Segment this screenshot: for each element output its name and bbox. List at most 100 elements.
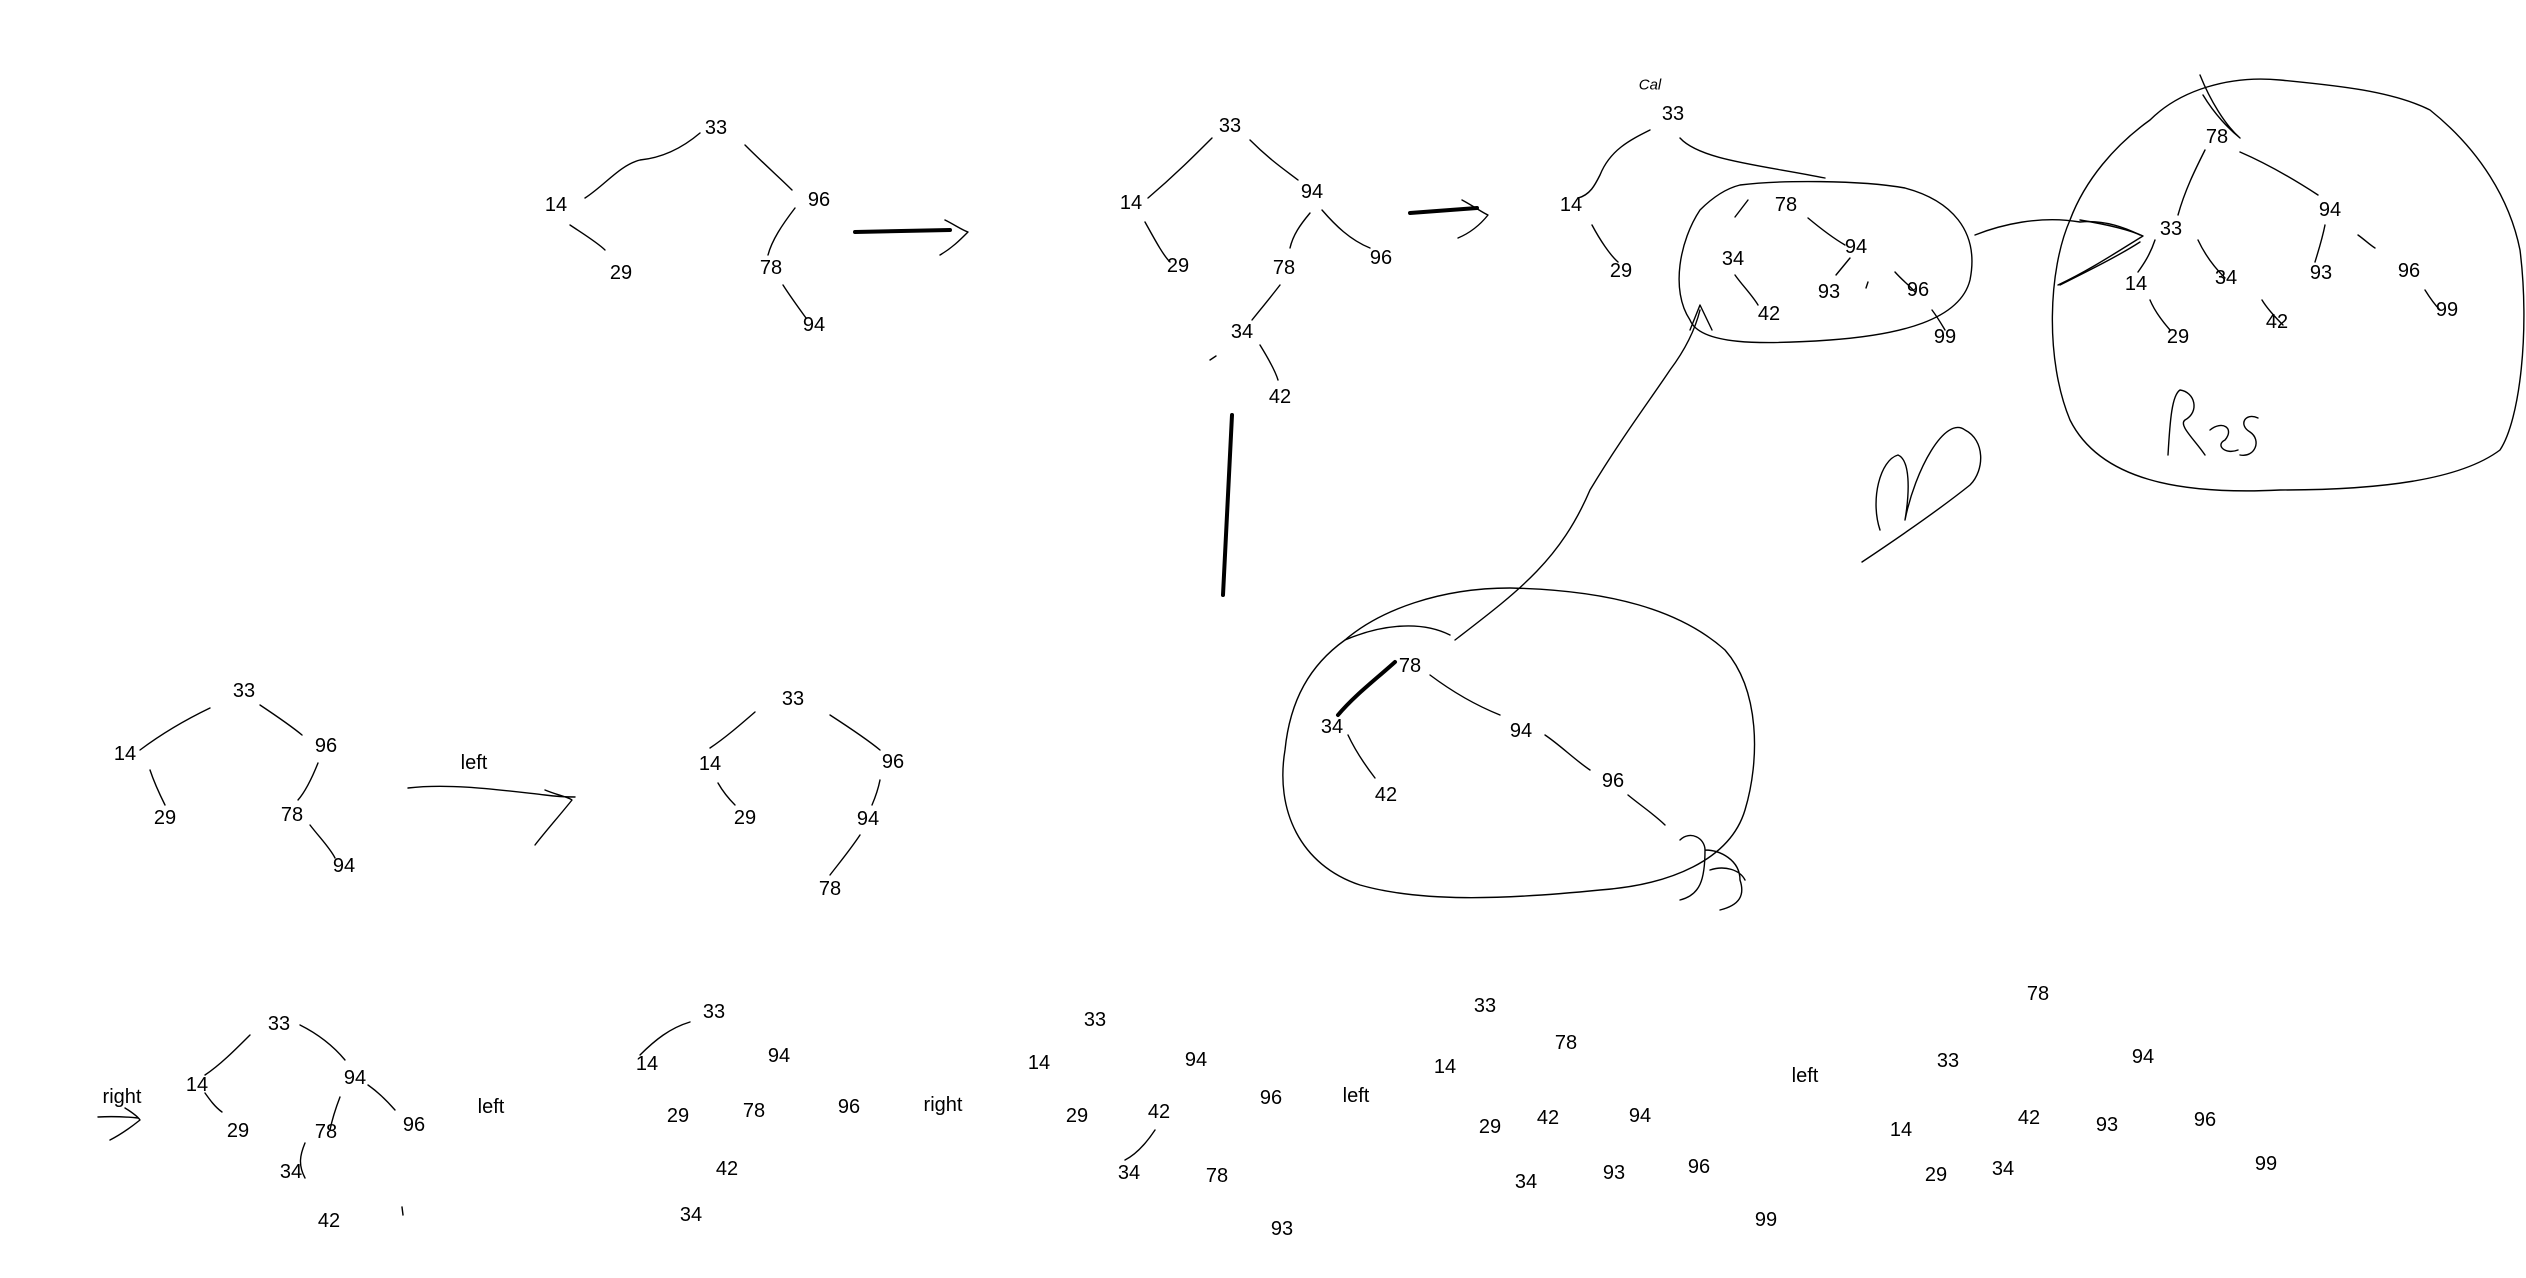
t2-node-14: 14 <box>1119 192 1143 214</box>
label-left-1: left <box>460 752 488 774</box>
result-node-42: 42 <box>2265 311 2289 333</box>
arrow-bottom-right-head <box>109 1107 141 1141</box>
connector-curve <box>1454 309 1701 641</box>
result-node-78: 78 <box>2205 126 2229 148</box>
circle-result <box>2051 78 2525 492</box>
result-node-14: 14 <box>2124 273 2148 295</box>
tree-edges-top-2 <box>1144 137 1371 381</box>
arrow-top-1 <box>853 228 952 234</box>
b4-node-33: 33 <box>1473 995 1497 1017</box>
result-node-33: 33 <box>2159 218 2183 240</box>
m1-node-14: 14 <box>113 743 137 765</box>
tree-edges-result <box>2137 149 2441 331</box>
t1-node-78: 78 <box>759 257 783 279</box>
circle-result-tail <box>2059 241 2141 286</box>
b4-node-78: 78 <box>1554 1032 1578 1054</box>
tree-edges-top-1 <box>569 132 807 319</box>
b1-node-34: 34 <box>279 1161 303 1183</box>
scribble-cal: Cal <box>1638 76 1662 94</box>
m1-node-96: 96 <box>314 735 338 757</box>
b5-node-14: 14 <box>1889 1119 1913 1141</box>
tree-edges-mid-2 <box>709 711 881 876</box>
b4-node-42: 42 <box>1536 1107 1560 1129</box>
tree-edges-mid <box>1336 660 1666 826</box>
m2-node-94: 94 <box>856 808 880 830</box>
b1-node-96: 96 <box>402 1114 426 1136</box>
m2-node-29: 29 <box>733 807 757 829</box>
result-node-96: 96 <box>2397 260 2421 282</box>
b5-node-93: 93 <box>2095 1114 2119 1136</box>
b4-node-94: 94 <box>1628 1105 1652 1127</box>
arrow-to-result-head <box>2057 219 2144 286</box>
m2-node-78: 78 <box>818 878 842 900</box>
mid-node-42: 42 <box>1374 784 1398 806</box>
b3-node-96: 96 <box>1259 1087 1283 1109</box>
res-scribble <box>2167 389 2259 456</box>
b3-node-78: 78 <box>1205 1165 1229 1187</box>
t3-node-42: 42 <box>1757 303 1781 325</box>
circle-mid-tail <box>1679 834 1746 911</box>
b1-node-33: 33 <box>267 1013 291 1035</box>
arrow-mid-left-head <box>534 789 573 846</box>
b5-node-33: 33 <box>1936 1050 1960 1072</box>
mid-node-34: 34 <box>1320 716 1344 738</box>
t3-node-93: 93 <box>1817 281 1841 303</box>
arrow-top-2 <box>1408 206 1479 215</box>
tree-edges-bottom-1 <box>204 1024 404 1216</box>
b2-node-33: 33 <box>702 1001 726 1023</box>
circle-top-3 <box>1678 180 1973 344</box>
b1-node-42: 42 <box>317 1210 341 1232</box>
b3-node-33: 33 <box>1083 1009 1107 1031</box>
result-node-29: 29 <box>2166 326 2190 348</box>
t3-node-14: 14 <box>1559 194 1583 216</box>
b5-node-99: 99 <box>2254 1153 2278 1175</box>
b1-node-14: 14 <box>185 1074 209 1096</box>
b4-node-93: 93 <box>1602 1162 1626 1184</box>
b4-node-99: 99 <box>1754 1209 1778 1231</box>
t1-node-94: 94 <box>802 314 826 336</box>
b5-node-29: 29 <box>1924 1164 1948 1186</box>
b3-node-94: 94 <box>1184 1049 1208 1071</box>
circle-mid-top-arc <box>1344 625 1451 641</box>
m2-node-33: 33 <box>781 688 805 710</box>
t2-node-94: 94 <box>1300 181 1324 203</box>
t3-node-29: 29 <box>1609 260 1633 282</box>
m2-node-14: 14 <box>698 753 722 775</box>
heart-scribble <box>1861 426 1982 563</box>
b4-node-14: 14 <box>1433 1056 1457 1078</box>
b1-node-94: 94 <box>343 1067 367 1089</box>
arrow-head-top-1 <box>939 219 969 256</box>
b2-node-42: 42 <box>715 1158 739 1180</box>
circle-result-knot <box>2199 74 2241 139</box>
result-node-99: 99 <box>2435 299 2459 321</box>
m1-node-33: 33 <box>232 680 256 702</box>
b5-node-34: 34 <box>1991 1158 2015 1180</box>
b5-node-78: 78 <box>2026 983 2050 1005</box>
t2-node-42: 42 <box>1268 386 1292 408</box>
t2-node-29: 29 <box>1166 255 1190 277</box>
b4-node-96: 96 <box>1687 1156 1711 1178</box>
label-left-2: left <box>477 1096 505 1118</box>
t1-node-33: 33 <box>704 117 728 139</box>
t3-node-34: 34 <box>1721 248 1745 270</box>
b1-node-78: 78 <box>314 1121 338 1143</box>
mid-node-78: 78 <box>1398 655 1422 677</box>
arrow-head-top-2 <box>1457 199 1489 239</box>
b5-node-94: 94 <box>2131 1046 2155 1068</box>
b5-node-96: 96 <box>2193 1109 2217 1131</box>
mid-node-94: 94 <box>1509 720 1533 742</box>
t1-node-29: 29 <box>609 262 633 284</box>
m1-node-78: 78 <box>280 804 304 826</box>
t1-node-14: 14 <box>544 194 568 216</box>
label-right-2: right <box>923 1094 963 1116</box>
m2-node-96: 96 <box>881 751 905 773</box>
m1-node-29: 29 <box>153 807 177 829</box>
tree-edges-mid-1 <box>139 704 336 859</box>
circle-mid <box>1282 587 1756 899</box>
b3-node-34: 34 <box>1117 1162 1141 1184</box>
label-left-3: left <box>1342 1085 1370 1107</box>
m1-node-94: 94 <box>332 855 356 877</box>
t3-node-78: 78 <box>1774 194 1798 216</box>
bottom-3-edge <box>1124 1129 1156 1161</box>
